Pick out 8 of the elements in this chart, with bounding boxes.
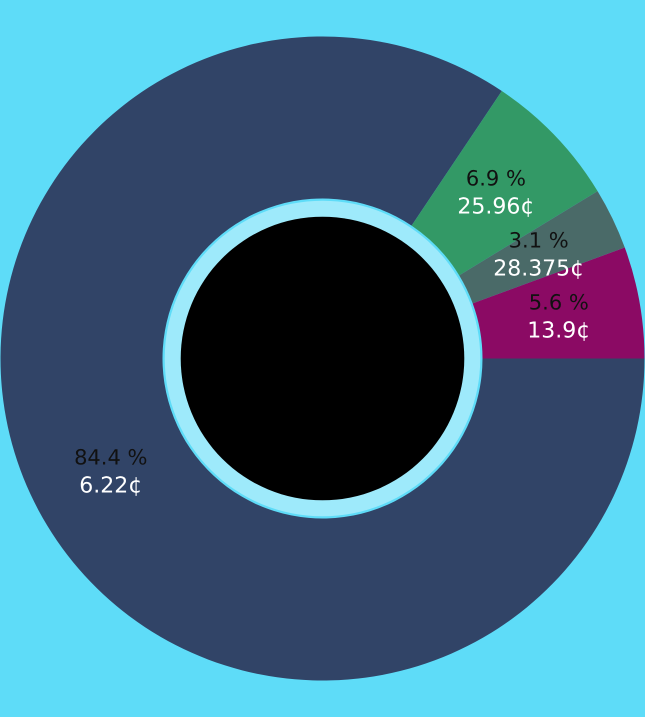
text: 13.9¢ xyxy=(527,318,590,344)
data-label: 3.1 % xyxy=(508,228,569,252)
text: 28.375¢ xyxy=(493,256,584,282)
text: 25.96¢ xyxy=(457,194,534,220)
data-label: 5.6 % xyxy=(528,290,589,314)
text: 6.22¢ xyxy=(79,473,142,498)
data-label: 6.9 % xyxy=(466,166,526,191)
data-label: 84.4 % xyxy=(74,445,148,470)
